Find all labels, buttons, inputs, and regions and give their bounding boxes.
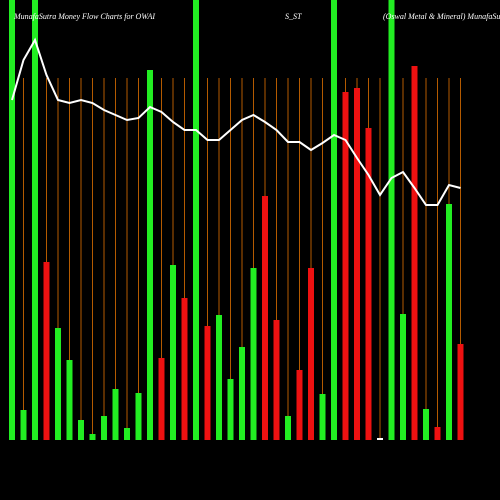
bar [32, 0, 38, 440]
bar [147, 70, 153, 440]
bar [308, 268, 314, 440]
bar [66, 360, 73, 440]
bar [365, 128, 372, 440]
bar [43, 262, 50, 440]
bar [193, 0, 199, 440]
bar [319, 394, 326, 440]
bar [388, 0, 395, 440]
bar [158, 358, 165, 440]
bar [342, 92, 349, 440]
bar [423, 409, 429, 440]
bar [296, 370, 303, 440]
bar [411, 66, 418, 440]
bar [457, 344, 464, 440]
bar [20, 410, 27, 440]
bar [446, 204, 452, 440]
bar [250, 268, 257, 440]
bar [135, 393, 142, 440]
bar [9, 0, 15, 440]
bar [377, 438, 383, 440]
bar [181, 298, 188, 440]
bar [273, 320, 280, 440]
bar [55, 328, 61, 440]
bar [124, 428, 130, 440]
bar [434, 427, 441, 440]
chart-annotation: (Oswal Metal & Mineral) MunafaSutra.com [383, 12, 500, 21]
plot [9, 0, 464, 440]
bar [227, 379, 234, 440]
money-flow-line [11, 37, 461, 206]
bar [101, 416, 107, 440]
bar [400, 314, 406, 440]
bar [170, 265, 176, 440]
bar [216, 315, 222, 440]
bar [89, 434, 96, 440]
bar [285, 416, 291, 440]
chart-title: MunafaSutra Money Flow Charts for OWAI [13, 12, 155, 21]
bar [239, 347, 245, 440]
bar [204, 326, 211, 440]
bar [331, 0, 337, 440]
bar [262, 196, 268, 440]
chart-subtitle: S_ST [285, 12, 302, 21]
bar [112, 389, 119, 440]
bar [78, 420, 84, 440]
bar [354, 88, 360, 440]
